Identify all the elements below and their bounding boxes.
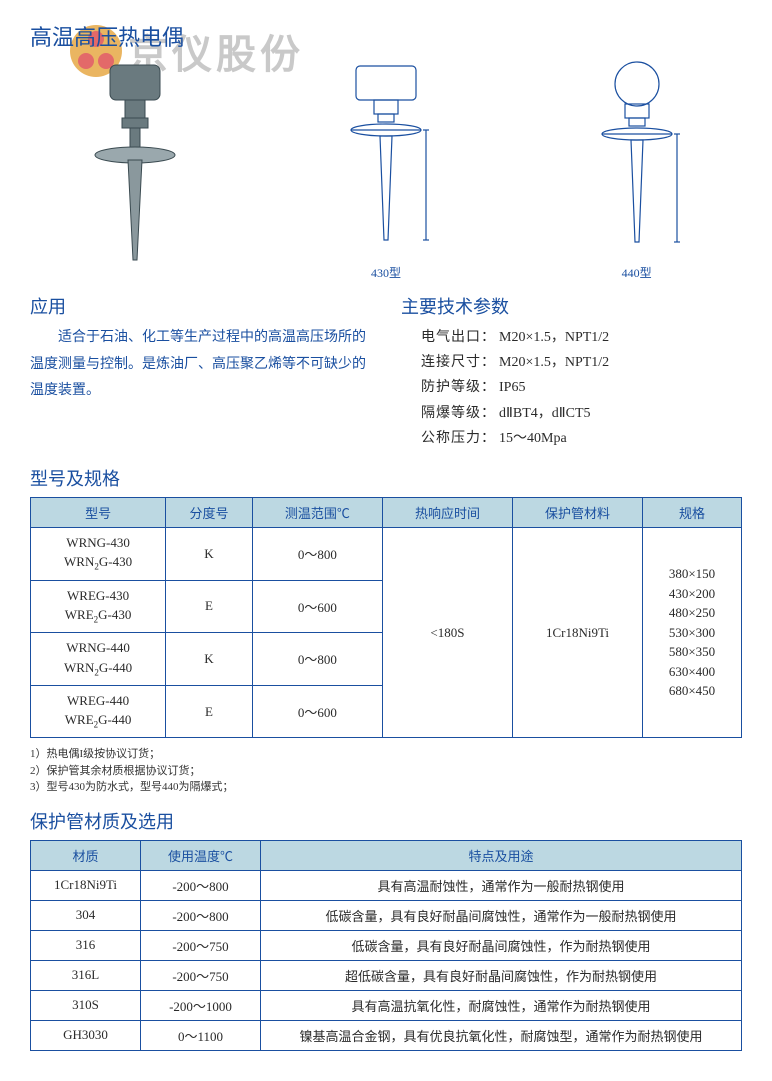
diagram-430-label: 430型: [281, 264, 492, 281]
cell: 超低碳含量，具有良好耐晶间腐蚀性，作为耐热钢使用: [261, 960, 742, 990]
cell: -200～750: [141, 960, 261, 990]
param-label: 电气出口：: [421, 325, 499, 350]
param-label: 隔爆等级：: [421, 401, 499, 426]
cell: 低碳含量，具有良好耐晶间腐蚀性，作为耐热钢使用: [261, 930, 742, 960]
notes: 1）热电偶I级按协议订货；2）保护管其余材质根据协议订货；3）型号430为防水式…: [30, 746, 742, 796]
figure-row: 430型 440型: [30, 60, 742, 281]
cell-response: <180S: [382, 527, 512, 737]
table-header: 使用温度℃: [141, 840, 261, 870]
material-table: 材质使用温度℃特点及用途 1Cr18Ni9Ti-200～800具有高温耐蚀性，通…: [30, 840, 742, 1051]
cell: -200～800: [141, 870, 261, 900]
param-label: 公称压力：: [421, 426, 499, 451]
cell-model: WRNG-430WRN2G-430: [31, 527, 166, 580]
param-value: dⅡBT4，dⅡCT5: [499, 401, 591, 426]
table-row: 316-200～750低碳含量，具有良好耐晶间腐蚀性，作为耐热钢使用: [31, 930, 742, 960]
note-line: 2）保护管其余材质根据协议订货；: [30, 763, 742, 780]
cell: -200～750: [141, 930, 261, 960]
param-row: 公称压力：15～40Mpa: [421, 426, 742, 451]
diagram-430: 430型: [281, 60, 492, 281]
cell: 具有高温耐蚀性，通常作为一般耐热钢使用: [261, 870, 742, 900]
application-section: 应用 适合于石油、化工等生产过程中的高温高压场所的温度测量与控制。是炼油厂、高压…: [30, 293, 371, 451]
param-row: 防护等级：IP65: [421, 375, 742, 400]
cell-grade: K: [166, 633, 253, 686]
cell-material: 1Cr18Ni9Ti: [512, 527, 642, 737]
table-header: 规格: [643, 497, 742, 527]
param-label: 防护等级：: [421, 375, 499, 400]
cell-model: WREG-440WRE2G-440: [31, 685, 166, 738]
tech-params-heading: 主要技术参数: [401, 293, 742, 319]
note-line: 3）型号430为防水式，型号440为隔爆式；: [30, 779, 742, 796]
application-heading: 应用: [30, 293, 371, 319]
table-header: 保护管材料: [512, 497, 642, 527]
cell: -200～800: [141, 900, 261, 930]
cell: 304: [31, 900, 141, 930]
cell-range: 0～800: [252, 527, 382, 580]
cell-model: WREG-430WRE2G-430: [31, 580, 166, 633]
diagram-440-label: 440型: [531, 264, 742, 281]
cell: -200～1000: [141, 990, 261, 1020]
cell-grade: E: [166, 685, 253, 738]
cell: 具有高温抗氧化性，耐腐蚀性，通常作为耐热钢使用: [261, 990, 742, 1020]
diagram-440: 440型: [531, 60, 742, 281]
cell-grade: K: [166, 527, 253, 580]
table-row: 1Cr18Ni9Ti-200～800具有高温耐蚀性，通常作为一般耐热钢使用: [31, 870, 742, 900]
application-text: 适合于石油、化工等生产过程中的高温高压场所的温度测量与控制。是炼油厂、高压聚乙烯…: [30, 325, 371, 405]
table-header: 热响应时间: [382, 497, 512, 527]
param-row: 电气出口：M20×1.5，NPT1/2: [421, 325, 742, 350]
cell: 0～1100: [141, 1020, 261, 1050]
table-row: 310S-200～1000具有高温抗氧化性，耐腐蚀性，通常作为耐热钢使用: [31, 990, 742, 1020]
tech-params-section: 主要技术参数 电气出口：M20×1.5，NPT1/2连接尺寸：M20×1.5，N…: [401, 293, 742, 451]
cell-grade: E: [166, 580, 253, 633]
table-header: 分度号: [166, 497, 253, 527]
cell: 低碳含量，具有良好耐晶间腐蚀性，通常作为一般耐热钢使用: [261, 900, 742, 930]
cell: 316: [31, 930, 141, 960]
cell-range: 0～800: [252, 633, 382, 686]
cell: 1Cr18Ni9Ti: [31, 870, 141, 900]
table-row: 316L-200～750超低碳含量，具有良好耐晶间腐蚀性，作为耐热钢使用: [31, 960, 742, 990]
cell-range: 0～600: [252, 685, 382, 738]
cell: 310S: [31, 990, 141, 1020]
cell-sizes: 380×150430×200480×250530×300580×350630×4…: [643, 527, 742, 737]
spec-table: 型号分度号测温范围℃热响应时间保护管材料规格 WRNG-430WRN2G-430…: [30, 497, 742, 738]
table-row: WRNG-430WRN2G-430K0～800<180S1Cr18Ni9Ti38…: [31, 527, 742, 580]
param-row: 隔爆等级：dⅡBT4，dⅡCT5: [421, 401, 742, 426]
table-header: 材质: [31, 840, 141, 870]
material-heading: 保护管材质及选用: [30, 808, 742, 834]
product-photo: [30, 60, 241, 281]
cell: 316L: [31, 960, 141, 990]
cell: GH3030: [31, 1020, 141, 1050]
table-row: GH30300～1100镍基高温合金钢，具有优良抗氧化性，耐腐蚀型，通常作为耐热…: [31, 1020, 742, 1050]
table-header: 型号: [31, 497, 166, 527]
page-title: 高温高压热电偶: [30, 20, 742, 52]
cell-model: WRNG-440WRN2G-440: [31, 633, 166, 686]
note-line: 1）热电偶I级按协议订货；: [30, 746, 742, 763]
spec-heading: 型号及规格: [30, 465, 742, 491]
table-header: 测温范围℃: [252, 497, 382, 527]
cell: 镍基高温合金钢，具有优良抗氧化性，耐腐蚀型，通常作为耐热钢使用: [261, 1020, 742, 1050]
param-value: IP65: [499, 375, 525, 400]
table-header: 特点及用途: [261, 840, 742, 870]
cell-range: 0～600: [252, 580, 382, 633]
param-row: 连接尺寸：M20×1.5，NPT1/2: [421, 350, 742, 375]
param-label: 连接尺寸：: [421, 350, 499, 375]
param-value: 15～40Mpa: [499, 426, 567, 451]
param-value: M20×1.5，NPT1/2: [499, 350, 609, 375]
param-value: M20×1.5，NPT1/2: [499, 325, 609, 350]
table-row: 304-200～800低碳含量，具有良好耐晶间腐蚀性，通常作为一般耐热钢使用: [31, 900, 742, 930]
